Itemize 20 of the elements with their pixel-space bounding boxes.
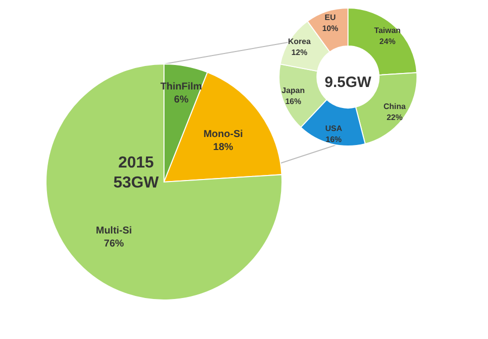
data-label: 76%	[104, 238, 124, 250]
text: 53GW	[113, 174, 160, 192]
slice-label: Multi-Si	[96, 225, 132, 236]
slice-label: China	[383, 102, 406, 111]
text: 9.5GW	[324, 74, 372, 91]
data-label: 6%	[174, 94, 189, 106]
data-label: 12%	[291, 48, 308, 58]
data-label: 16%	[285, 96, 302, 106]
text: 2015	[118, 154, 154, 172]
slice-label: Japan	[282, 86, 305, 95]
data-label: 16%	[326, 134, 342, 144]
data-label: 18%	[213, 142, 234, 153]
data-label: 10%	[322, 24, 338, 34]
slice-label: EU	[324, 13, 336, 22]
pie-slice	[46, 64, 282, 300]
slice-label: USA	[325, 124, 342, 133]
slice-label: Mono-Si	[203, 129, 244, 140]
data-label: 22%	[386, 112, 403, 122]
data-label: 24%	[379, 37, 396, 46]
slice-label: Korea	[288, 37, 312, 46]
